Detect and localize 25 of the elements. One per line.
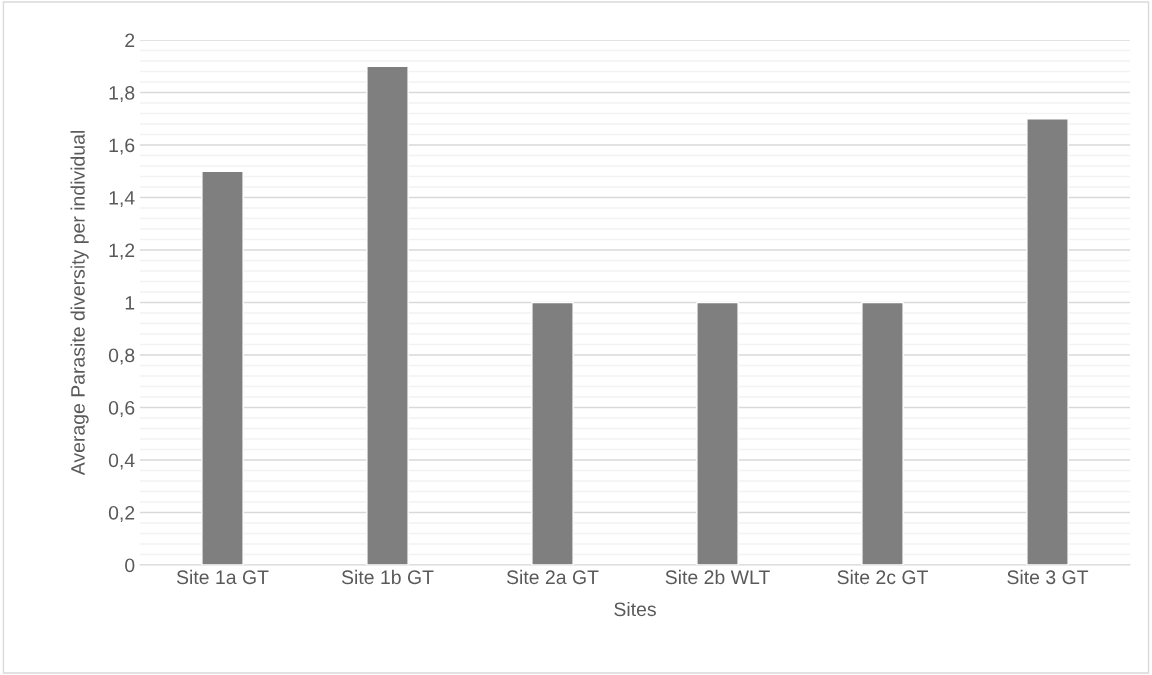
bar — [1026, 118, 1069, 565]
y-tick-label: 0,2 — [108, 505, 135, 523]
y-tick-label: 1 — [125, 296, 135, 310]
bar — [531, 301, 574, 565]
bar — [696, 301, 739, 565]
x-tick-label: Site 3 GT — [1007, 569, 1089, 585]
bar — [201, 170, 244, 565]
x-tick-label: Site 2a GT — [506, 569, 599, 585]
y-tick-label: 0,6 — [108, 400, 135, 418]
y-tick-label: 0,8 — [108, 348, 135, 365]
y-tick-label: 1,4 — [109, 191, 135, 208]
y-tick-label: 1,6 — [109, 138, 135, 155]
bar — [366, 65, 409, 565]
x-tick-label: Site 1a GT — [176, 569, 269, 585]
y-tick-label: 2 — [125, 33, 135, 48]
y-tick-label: 1,2 — [109, 243, 135, 260]
x-tick-label: Site 2b WLT — [665, 569, 770, 585]
x-tick-label: Site 1b GT — [341, 569, 434, 585]
x-tick-label: Site 2c GT — [837, 569, 928, 585]
bar — [861, 301, 904, 565]
y-tick-label: 0,4 — [108, 453, 135, 470]
y-tick-label: 0 — [125, 558, 135, 573]
x-axis-title: Sites — [614, 601, 656, 617]
y-tick-label: 1,8 — [109, 85, 135, 103]
y-axis-title: Average Parasite diversity per individual — [70, 131, 89, 476]
